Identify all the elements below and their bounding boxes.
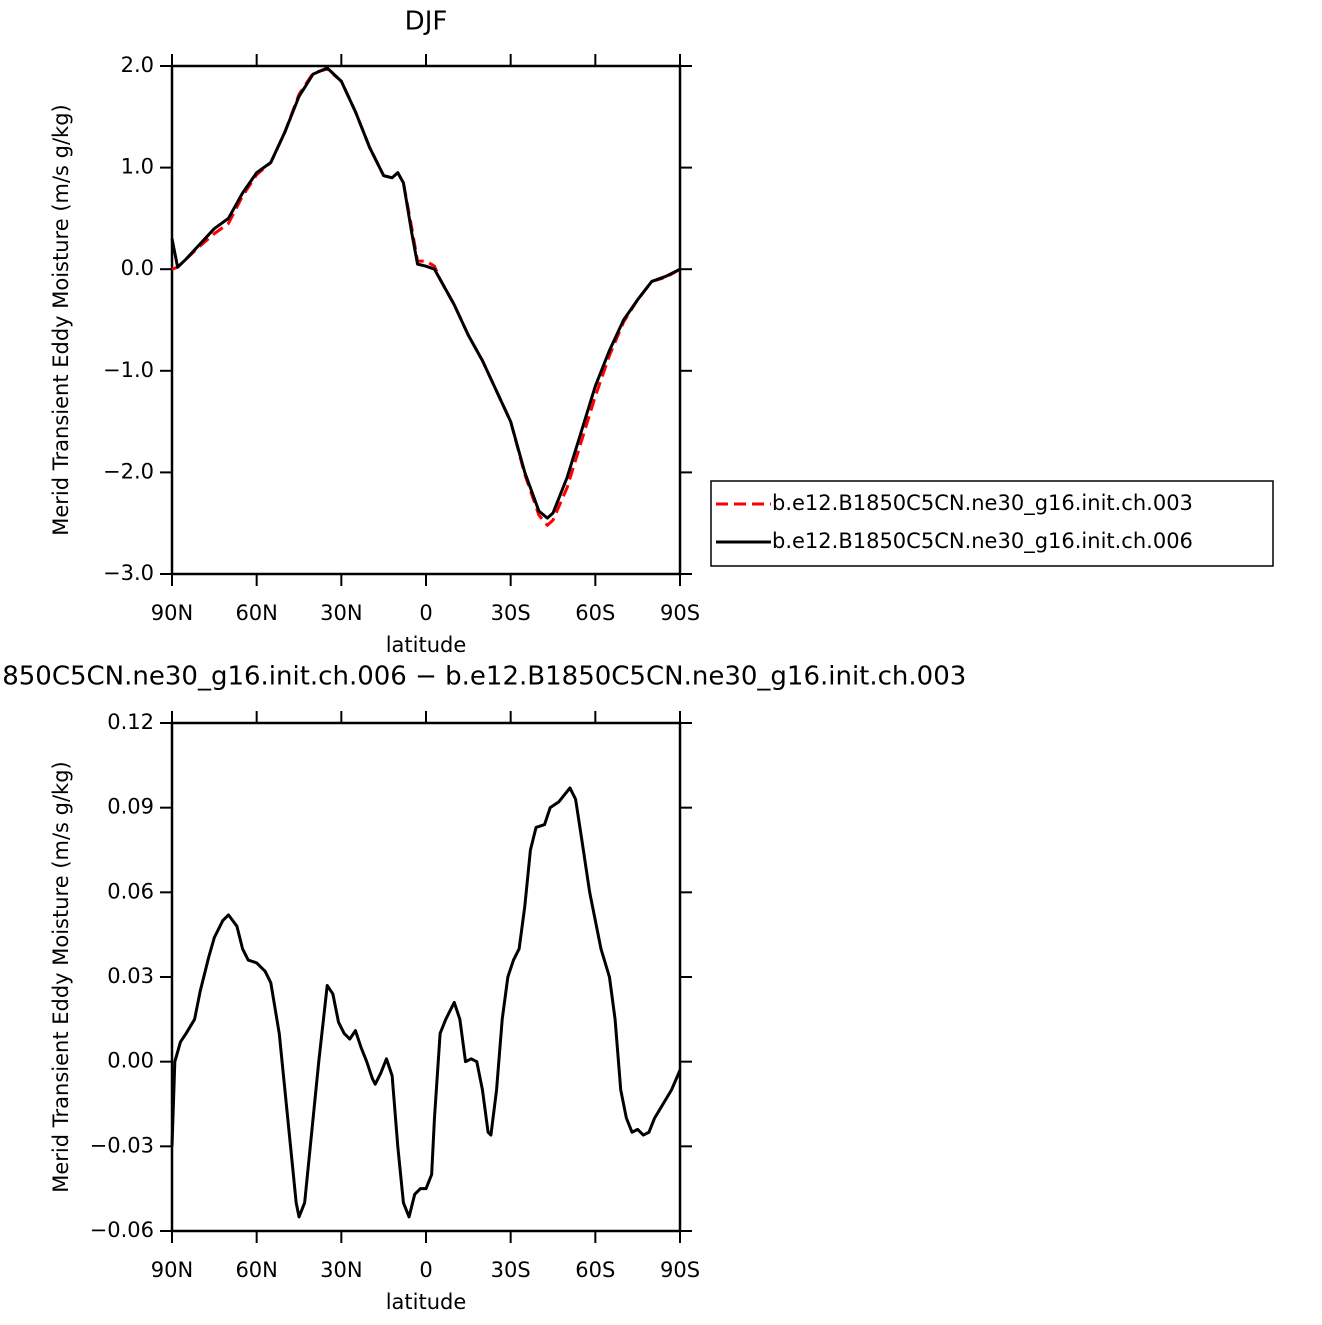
legend-label: b.e12.B1850C5CN.ne30_g16.init.ch.006 (772, 529, 1193, 554)
x-tick-label: 30S (491, 1258, 531, 1282)
x-tick-label: 60S (575, 601, 615, 625)
x-tick-label: 90S (660, 601, 700, 625)
x-tick-label: 60N (235, 1258, 277, 1282)
x-tick-label: 90S (660, 1258, 700, 1282)
y-tick-label: 0.09 (107, 795, 154, 819)
y-tick-label: 0.00 (107, 1049, 154, 1073)
y-tick-label: 1.0 (121, 155, 154, 179)
y-tick-label: −0.03 (90, 1133, 154, 1157)
y-tick-label: 0.12 (107, 710, 154, 734)
x-axis-label: latitude (386, 633, 467, 657)
x-tick-label: 30N (320, 601, 362, 625)
legend-box (710, 480, 1274, 567)
y-tick-label: −2.0 (103, 459, 154, 483)
y-tick-label: −3.0 (103, 561, 154, 585)
x-tick-label: 90N (151, 601, 193, 625)
y-tick-label: 2.0 (121, 53, 154, 77)
plot-frame (170, 721, 682, 1233)
x-tick-label: 30N (320, 1258, 362, 1282)
data-line (170, 786, 682, 1219)
y-axis-label: Merid Transient Eddy Moisture (m/s g/kg) (49, 104, 73, 536)
x-tick-label: 0 (419, 1258, 432, 1282)
data-line (170, 66, 681, 520)
y-axis-label: Merid Transient Eddy Moisture (m/s g/kg) (49, 761, 73, 1193)
x-axis-label: latitude (386, 1290, 467, 1314)
chart-title: DJF (405, 7, 448, 37)
x-tick-label: 90N (151, 1258, 193, 1282)
x-tick-label: 60S (575, 1258, 615, 1282)
y-tick-label: 0.06 (107, 879, 154, 903)
x-tick-label: 30S (491, 601, 531, 625)
y-tick-label: 0.03 (107, 964, 154, 988)
data-line (171, 67, 681, 527)
y-tick-label: −0.06 (90, 1218, 154, 1242)
y-tick-label: −1.0 (103, 358, 154, 382)
plot-frame (170, 64, 682, 576)
y-tick-label: 0.0 (121, 256, 154, 280)
chart-title: b.e12.B1850C5CN.ne30_g16.init.ch.006 − b… (0, 662, 966, 692)
x-tick-label: 0 (419, 601, 432, 625)
legend-label: b.e12.B1850C5CN.ne30_g16.init.ch.003 (772, 491, 1193, 516)
x-tick-label: 60N (235, 601, 277, 625)
